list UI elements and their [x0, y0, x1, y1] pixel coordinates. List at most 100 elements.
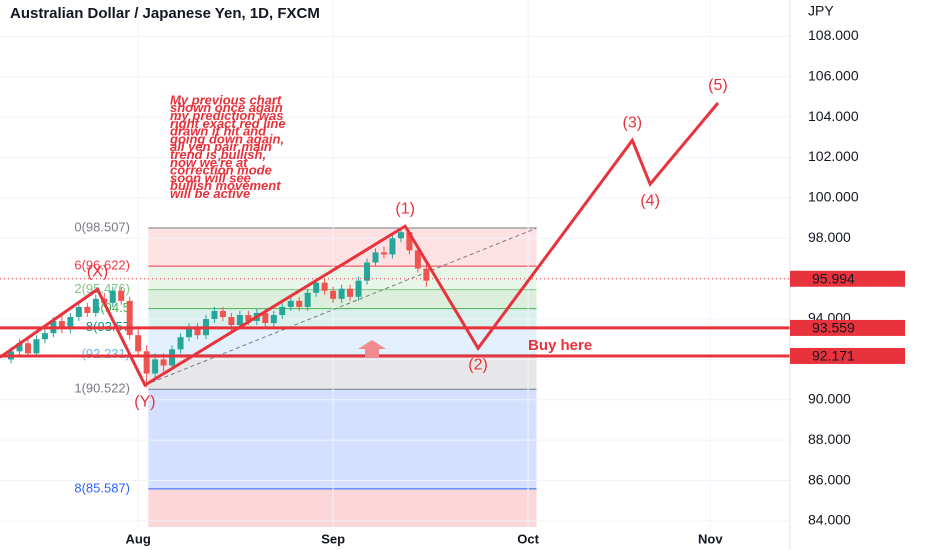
candle-body	[372, 252, 379, 263]
fib-zone	[148, 228, 537, 267]
candle-body	[109, 290, 116, 303]
x-tick-label: Sep	[321, 531, 345, 546]
fib-label: 6(96.622)	[74, 258, 130, 273]
candle-body	[245, 314, 252, 322]
candle-body	[84, 306, 91, 313]
y-tick-label: 88.000	[808, 431, 851, 447]
y-tick-label: 86.000	[808, 471, 851, 487]
candle-body	[406, 232, 413, 251]
wave-label: (2)	[468, 357, 488, 374]
wave-label: (Y)	[134, 393, 155, 410]
note-line: trend is bullish,	[170, 147, 266, 162]
fib-label: 0(98.507)	[74, 219, 130, 234]
fib-zone	[148, 327, 537, 355]
wave-path	[0, 102, 720, 388]
candle-body	[270, 314, 277, 324]
currency-label: JPY	[808, 3, 834, 19]
candle-body	[287, 300, 294, 307]
candle-body	[364, 262, 371, 281]
fib-zone	[148, 389, 537, 489]
candle-body	[143, 351, 150, 374]
fib-zone	[148, 354, 537, 390]
price-tag	[790, 347, 905, 364]
y-tick-label: 98.000	[808, 229, 851, 245]
note-line: soon will see	[170, 170, 251, 185]
fib-label: 8(85.587)	[74, 480, 130, 495]
note-line: correction mode	[170, 163, 272, 178]
candle-body	[24, 343, 31, 354]
note-line: My previous chart	[170, 92, 282, 107]
price-tag	[790, 319, 905, 336]
trend-line	[144, 227, 537, 386]
note-line: right exact red line	[170, 116, 286, 131]
fib-label: 2(95.476)	[74, 281, 130, 296]
note-line: bullish movement	[170, 178, 281, 193]
price-tag-label: 92.171	[812, 348, 855, 364]
candle-body	[177, 337, 184, 350]
candle-body	[67, 317, 74, 330]
candle-body	[135, 335, 142, 352]
note-line: going down again,	[169, 131, 284, 146]
x-tick-label: Aug	[126, 531, 151, 546]
wave-label: (3)	[623, 115, 643, 132]
x-tick-label: Nov	[698, 531, 723, 546]
candle-body	[347, 288, 354, 297]
candle-body	[380, 252, 387, 255]
y-tick-label: 90.000	[808, 390, 851, 406]
y-tick-label: 108.000	[808, 27, 859, 43]
candle-body	[279, 306, 286, 315]
y-tick-label: 100.000	[808, 189, 859, 205]
candle-body	[414, 250, 421, 269]
wave-label: (5)	[708, 77, 728, 94]
wave-label: (X)	[87, 264, 108, 281]
candle-body	[355, 280, 362, 297]
y-tick-label: 102.000	[808, 148, 859, 164]
candle-body	[304, 292, 311, 307]
fib-label: 1(90.522)	[74, 381, 130, 396]
candle-body	[118, 290, 125, 301]
price-tag	[790, 270, 905, 287]
candle-body	[296, 300, 303, 307]
candle-body	[41, 333, 48, 340]
candle-body	[389, 238, 396, 255]
y-tick-label: 104.000	[808, 108, 859, 124]
wave-label: (1)	[395, 200, 415, 217]
note-line: drawn it hit and	[170, 124, 267, 139]
y-tick-label: 84.000	[808, 512, 851, 528]
candle-body	[330, 290, 337, 299]
candle-body	[194, 327, 201, 336]
candle-body	[228, 317, 235, 326]
candle-body	[75, 306, 82, 318]
note-line: will be active	[170, 186, 250, 201]
candle-body	[397, 232, 404, 239]
chart-title: Australian Dollar / Japanese Yen, 1D, FX…	[10, 5, 320, 22]
note-line: now we're at	[170, 155, 248, 170]
candle-body	[160, 359, 167, 366]
candle-body	[33, 339, 40, 354]
candle-body	[423, 268, 430, 281]
candle-body	[92, 298, 99, 313]
fib-zone	[148, 289, 537, 309]
candle-body	[16, 343, 23, 352]
y-tick-label: 106.000	[808, 67, 859, 83]
note-line: my prediction was	[170, 108, 283, 123]
fib-label: (92.231)	[82, 346, 130, 361]
candle-body	[262, 312, 269, 324]
candle-body	[219, 310, 226, 318]
candle-body	[313, 282, 320, 293]
x-tick-label: Oct	[517, 531, 539, 546]
candle-body	[126, 300, 133, 336]
price-tag-label: 95.994	[812, 270, 855, 286]
price-tag-label: 93.559	[812, 320, 855, 336]
candle-body	[236, 314, 243, 326]
fib-zone	[148, 266, 537, 290]
buy-label: Buy here	[528, 337, 592, 354]
candle-body	[338, 288, 345, 299]
candle-body	[152, 359, 159, 374]
candle-body	[186, 327, 193, 338]
note-line: shown once again	[170, 100, 283, 115]
buy-arrow	[358, 340, 386, 357]
wave-label: (4)	[640, 192, 660, 209]
